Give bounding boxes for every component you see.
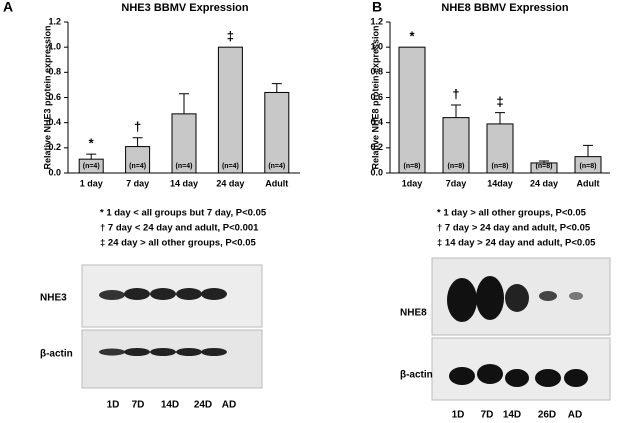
significance-symbol: ‡ — [227, 29, 234, 44]
x-tick-label: 1 day — [80, 178, 103, 188]
y-tick-label: 1.0 — [48, 42, 61, 52]
y-tick-label: 0.0 — [48, 167, 61, 177]
n-label: (n=4) — [83, 163, 100, 170]
lane-label: 7D — [481, 410, 494, 421]
lane-label: 26D — [538, 410, 556, 421]
footnote: ‡ 14 day > 24 day and adult, P<0.05 — [437, 238, 596, 249]
footnote: † 7 day < 24 day and adult, P<0.001 — [100, 223, 259, 234]
significance-symbol: * — [409, 29, 415, 44]
blot-protein-label: NHE3 — [40, 293, 67, 304]
footnote: † 7 day > 24 day and adult, P<0.05 — [437, 223, 591, 234]
y-tick-label: 0.4 — [48, 117, 61, 127]
bar — [398, 46, 426, 174]
error-bar — [86, 153, 97, 160]
n-label: (n=4) — [176, 163, 193, 170]
n-label: (n=8) — [448, 163, 465, 170]
x-tick-label: 24 day — [216, 178, 244, 188]
x-tick-label: Adult — [577, 178, 600, 188]
y-axis-label: Relative NHE8 protein expression — [370, 25, 380, 169]
y-tick-label: 0.8 — [48, 67, 61, 77]
error-bar — [451, 104, 461, 118]
y-tick-label: 0.8 — [370, 67, 383, 77]
lane-label: 1D — [452, 410, 465, 421]
y-tick-label: 0.2 — [370, 142, 383, 152]
n-label: (n=8) — [580, 163, 597, 170]
blot-protein-label: NHE8 — [400, 308, 427, 319]
error-bar — [583, 144, 593, 157]
n-label: (n=8) — [492, 163, 509, 170]
blot-b — [431, 257, 611, 401]
significance-symbol: * — [89, 136, 95, 151]
y-tick-label: 0.6 — [48, 92, 61, 102]
error-bar — [179, 93, 189, 114]
significance-symbol: ‡ — [496, 94, 503, 109]
panel-label: B — [372, 0, 382, 15]
n-label: (n=4) — [268, 163, 285, 170]
n-label: (n=4) — [222, 163, 239, 170]
y-tick-label: 1.2 — [370, 16, 383, 26]
bar — [125, 146, 151, 174]
lane-label: AD — [568, 410, 582, 421]
error-bar — [539, 160, 549, 163]
x-tick-label: Adult — [265, 178, 288, 188]
significance-symbol: † — [134, 119, 141, 134]
bar — [486, 123, 514, 174]
error-bar — [132, 137, 143, 147]
bar — [217, 46, 243, 174]
lane-label: 7D — [132, 400, 145, 411]
blot-control-label: β-actin — [40, 349, 73, 360]
y-tick-label: 1.0 — [370, 42, 383, 52]
error-bar — [495, 112, 505, 124]
lane-label: 1D — [107, 400, 120, 411]
x-tick-label: 14 day — [170, 178, 198, 188]
significance-symbol: † — [452, 86, 459, 101]
lane-label: 14D — [161, 400, 179, 411]
n-label: (n=4) — [129, 163, 146, 170]
panel-label: A — [3, 0, 13, 15]
y-axis-label: Relative NHE3 protein expression — [42, 25, 52, 169]
error-bar — [271, 83, 282, 93]
y-tick-label: 0.0 — [370, 167, 383, 177]
y-tick-label: 0.4 — [370, 117, 383, 127]
blot-a — [81, 264, 263, 389]
footnote: * 1 day > all other groups, P<0.05 — [437, 208, 587, 219]
x-tick-label: 7 day — [126, 178, 149, 188]
x-tick-label: 1day — [402, 178, 423, 188]
x-tick-label: 14day — [487, 178, 513, 188]
lane-label: 14D — [503, 410, 521, 421]
blot-control-label: β-actin — [400, 370, 433, 381]
x-tick-label: 24 day — [530, 178, 558, 188]
chart-title: NHE8 BBMV Expression — [441, 2, 568, 14]
lane-label: 24D — [194, 400, 212, 411]
y-tick-label: 0.6 — [370, 92, 383, 102]
bar — [442, 117, 470, 174]
y-tick-label: 1.2 — [48, 16, 61, 26]
footnote: ‡ 24 day > all other groups, P<0.05 — [100, 238, 256, 249]
y-tick-label: 0.2 — [48, 142, 61, 152]
bar — [264, 91, 290, 174]
footnote: * 1 day < all groups but 7 day, P<0.05 — [100, 208, 267, 219]
lane-label: AD — [222, 400, 236, 411]
x-tick-label: 7day — [446, 178, 467, 188]
n-label: (n=8) — [404, 163, 421, 170]
chart-title: NHE3 BBMV Expression — [121, 2, 248, 14]
n-label: (n=8) — [536, 163, 553, 170]
